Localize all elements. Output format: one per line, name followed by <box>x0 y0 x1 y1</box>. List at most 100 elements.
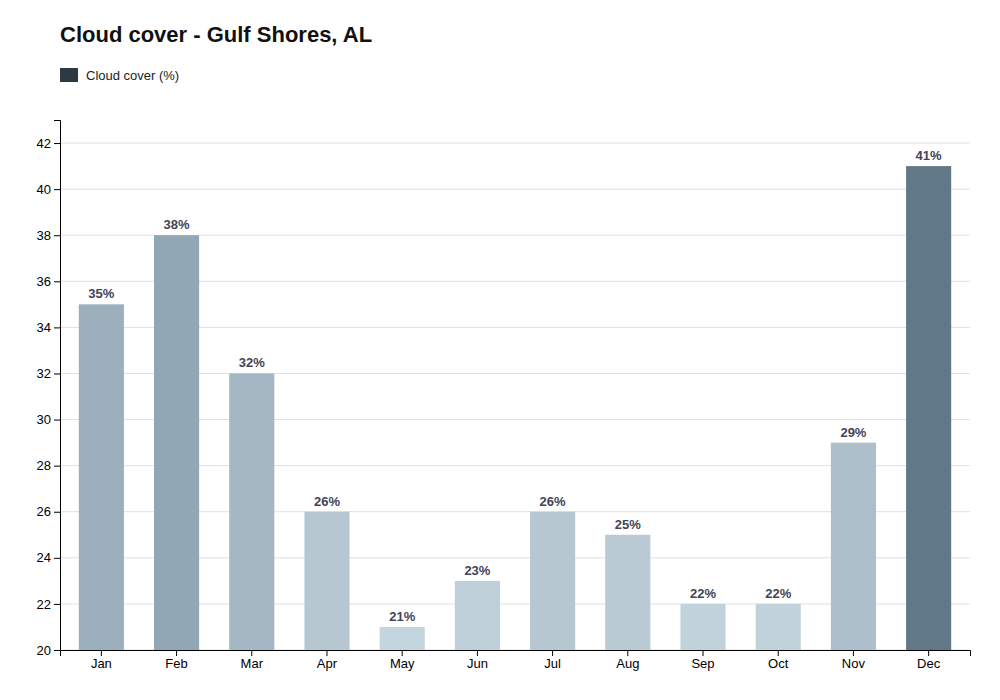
tick-mark <box>778 650 779 656</box>
bar <box>756 604 801 650</box>
data-label: 23% <box>464 563 490 578</box>
y-tick: 42 <box>37 136 60 151</box>
x-tick: Apr <box>317 650 338 671</box>
bars <box>79 166 951 650</box>
tick-mark <box>703 650 704 656</box>
data-label: 25% <box>615 517 641 532</box>
tick-label: 34 <box>37 320 51 335</box>
tick-mark <box>54 420 60 421</box>
x-tick: Jul <box>544 650 561 671</box>
legend-swatch <box>60 68 78 82</box>
tick-mark <box>853 650 854 656</box>
tick-mark <box>54 604 60 605</box>
plot-area: 202224262830323436384042JanFebMarAprMayJ… <box>37 121 971 672</box>
chart: 202224262830323436384042JanFebMarAprMayJ… <box>0 0 1000 700</box>
tick-label: Feb <box>165 656 187 671</box>
y-tick: 20 <box>37 643 60 658</box>
tick-label: Aug <box>616 656 639 671</box>
tick-label: Apr <box>317 656 338 671</box>
tick-mark <box>402 650 403 656</box>
bar <box>380 627 425 650</box>
y-axis: 20 22 24 26 28 30 32 34 36 38 40 42 <box>37 121 61 658</box>
tick-mark <box>251 650 252 656</box>
data-label: 29% <box>840 425 866 440</box>
tick-label: 22 <box>37 597 51 612</box>
bar <box>455 581 500 650</box>
data-label: 35% <box>88 286 114 301</box>
y-tick: 26 <box>37 504 60 519</box>
x-tick: Jun <box>467 650 488 671</box>
bar <box>680 604 725 650</box>
tick-label: 36 <box>37 274 51 289</box>
tick-mark <box>627 650 628 656</box>
y-tick: 28 <box>37 458 60 473</box>
bar <box>605 535 650 650</box>
x-tick: Mar <box>241 650 264 671</box>
tick-label: 40 <box>37 182 51 197</box>
tick-label: Oct <box>768 656 789 671</box>
legend-label: Cloud cover (%) <box>86 68 179 83</box>
data-label: 38% <box>164 217 190 232</box>
tick-label: 20 <box>37 643 51 658</box>
bar <box>530 512 575 650</box>
tick-label: May <box>390 656 415 671</box>
tick-mark <box>326 650 327 656</box>
tick-mark <box>54 650 60 651</box>
tick-mark <box>928 650 929 656</box>
data-label: 41% <box>916 148 942 163</box>
y-tick: 32 <box>37 366 60 381</box>
tick-label: 42 <box>37 136 51 151</box>
grid <box>60 143 970 650</box>
legend-item: Cloud cover (%) <box>60 68 179 83</box>
x-tick: Aug <box>616 650 639 671</box>
tick-mark <box>54 143 60 144</box>
x-tick: Oct <box>768 650 789 671</box>
data-label: 22% <box>690 586 716 601</box>
tick-label: 28 <box>37 458 51 473</box>
data-label: 26% <box>314 494 340 509</box>
data-label: 22% <box>765 586 791 601</box>
tick-label: 24 <box>37 550 51 565</box>
bar <box>154 235 199 650</box>
tick-label: Jun <box>467 656 488 671</box>
tick-label: Mar <box>241 656 264 671</box>
data-label: 21% <box>389 609 415 624</box>
x-tick: May <box>390 650 415 671</box>
x-axis: Jan Feb Mar Apr May Jun Jul Aug Sep Oct Nov Dec <box>61 650 971 671</box>
y-tick: 22 <box>37 597 60 612</box>
y-tick: 40 <box>37 182 60 197</box>
data-label: 32% <box>239 355 265 370</box>
tick-mark <box>101 650 102 656</box>
tick-label: Jul <box>544 656 561 671</box>
data-label: 26% <box>540 494 566 509</box>
bar <box>304 512 349 650</box>
grid-line <box>60 189 970 190</box>
axis-line <box>61 651 971 657</box>
legend: Cloud cover (%) <box>60 68 179 83</box>
tick-label: 26 <box>37 504 51 519</box>
tick-mark <box>54 512 60 513</box>
x-tick: Dec <box>917 650 941 671</box>
tick-mark <box>54 235 60 236</box>
x-tick: Sep <box>691 650 714 671</box>
tick-mark <box>477 650 478 656</box>
data-labels: 35% 38% 32% 26% 21% 23% 26% 25% 22% 22% 29% 41% <box>88 148 942 624</box>
tick-mark <box>54 281 60 282</box>
tick-mark <box>54 466 60 467</box>
tick-mark <box>54 373 60 374</box>
y-tick: 36 <box>37 274 60 289</box>
x-tick: Feb <box>165 650 187 671</box>
x-tick: Nov <box>842 650 866 671</box>
tick-label: Nov <box>842 656 866 671</box>
bar <box>229 373 274 650</box>
x-tick: Jan <box>91 650 112 671</box>
title: Cloud cover - Gulf Shores, AL <box>60 22 372 47</box>
tick-label: 32 <box>37 366 51 381</box>
y-tick: 24 <box>37 550 60 565</box>
tick-label: 38 <box>37 228 51 243</box>
grid-line <box>60 143 970 144</box>
y-tick: 38 <box>37 228 60 243</box>
tick-mark <box>552 650 553 656</box>
y-tick: 34 <box>37 320 60 335</box>
y-tick: 30 <box>37 412 60 427</box>
